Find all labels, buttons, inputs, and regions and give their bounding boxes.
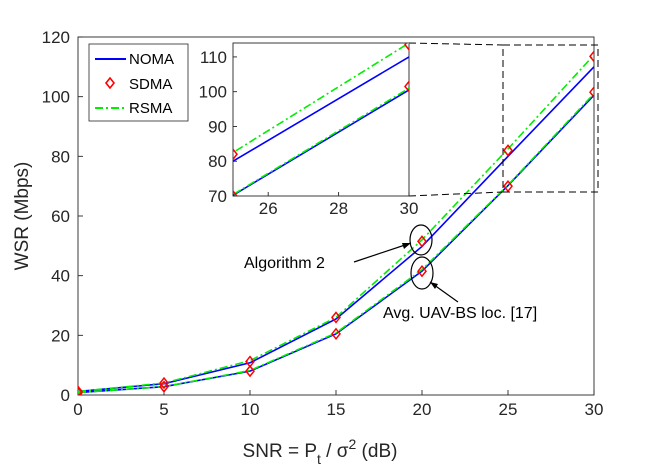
main-ytick-label: 100 <box>42 88 70 107</box>
main-marker-sdma-1-4 <box>417 235 427 248</box>
main-ytick-label: 120 <box>42 28 70 47</box>
main-y-ticks: 0 20 40 60 80 100 120 <box>42 28 83 405</box>
main-marker-sdma-1-5 <box>503 144 513 157</box>
inset-ytick-label: 110 <box>200 48 227 67</box>
main-x-ticks: 0 5 10 15 20 25 30 <box>73 390 603 419</box>
legend: NOMA SDMA RSMA <box>88 43 189 122</box>
main-marker-sdma-4-6 <box>589 85 594 99</box>
inset-marker-sdma-4-5 <box>233 189 238 196</box>
inset-y-ticks: 70 80 90 100 110 <box>199 48 237 206</box>
legend-sdma-label: SDMA <box>129 76 172 93</box>
main-series-rsma-2 <box>78 54 594 393</box>
main-xtick-label: 0 <box>73 400 82 419</box>
inset-marker-sdma-1-5 <box>233 148 238 161</box>
main-ytick-label: 40 <box>51 267 70 286</box>
inset-xtick-label: 28 <box>329 199 348 218</box>
main-series-group <box>78 50 594 395</box>
inset-marker-sdma-4-6 <box>404 80 409 93</box>
inset-axes-frame <box>232 42 410 197</box>
main-series-rsma-5 <box>78 93 594 394</box>
main-marker-sdma-4-4 <box>417 264 427 278</box>
algorithm2-ellipse <box>409 224 433 256</box>
main-marker-sdma-4-5 <box>503 179 513 193</box>
main-xtick-label: 30 <box>585 400 604 419</box>
zoom-rectangle <box>502 44 599 193</box>
inset-ytick-label: 90 <box>208 117 227 136</box>
legend-noma-label: NOMA <box>129 51 174 68</box>
inset-series-group <box>233 43 409 196</box>
algorithm2-label: Algorithm 2 <box>244 255 325 272</box>
x-axis-label: SNR = Pt / σ2 (dB) <box>243 436 398 467</box>
avg-uav-ellipse <box>410 256 434 290</box>
legend-rsma-label: RSMA <box>129 100 172 117</box>
inset-marker-sdma-1-6 <box>404 43 409 51</box>
main-xtick-label: 25 <box>499 400 518 419</box>
zoom-indicator <box>408 42 599 197</box>
main-ytick-label: 60 <box>51 207 70 226</box>
main-xtick-label: 20 <box>413 400 432 419</box>
avg-uav-label: Avg. UAV-BS loc. [17] <box>383 305 537 322</box>
inset-series-lines <box>233 43 409 196</box>
inset-ytick-label: 100 <box>199 83 227 102</box>
algorithm2-arrow <box>353 242 412 263</box>
legend-sdma-marker <box>104 76 116 90</box>
main-xtick-label: 15 <box>327 400 346 419</box>
main-marker-sdma-1-6 <box>589 50 594 63</box>
inset-xtick-label: 30 <box>400 199 419 218</box>
main-xtick-label: 5 <box>159 400 168 419</box>
annotations: Algorithm 2 Avg. UAV-BS loc. [17] <box>244 224 537 322</box>
inset-ytick-label: 70 <box>208 187 227 206</box>
main-marker-sdma-4-3 <box>331 327 341 341</box>
main-marker-sdma-4-2 <box>245 364 255 378</box>
inset-plot-area: 26 28 30 70 80 90 100 110 <box>199 42 419 218</box>
inset-ytick-label: 80 <box>208 152 227 171</box>
main-ytick-label: 80 <box>51 147 70 166</box>
algorithm2-arrowhead <box>402 243 411 249</box>
main-marker-sdma-4-0 <box>78 386 83 395</box>
inset-x-ticks: 26 28 30 <box>259 192 419 218</box>
zoom-connector-bottom <box>408 191 504 197</box>
y-axis-label: WSR (Mbps) <box>12 162 33 271</box>
main-series-lines <box>78 50 594 395</box>
main-xtick-label: 10 <box>241 400 260 419</box>
main-marker-sdma-1-1 <box>159 376 169 390</box>
main-ytick-label: 20 <box>51 326 70 345</box>
zoom-connector-top <box>408 42 504 46</box>
avg-uav-arrowhead <box>430 282 438 289</box>
main-marker-sdma-1-3 <box>331 311 341 324</box>
main-ytick-label: 0 <box>61 386 70 405</box>
main-marker-sdma-4-1 <box>159 380 169 393</box>
inset-xtick-label: 26 <box>259 199 278 218</box>
